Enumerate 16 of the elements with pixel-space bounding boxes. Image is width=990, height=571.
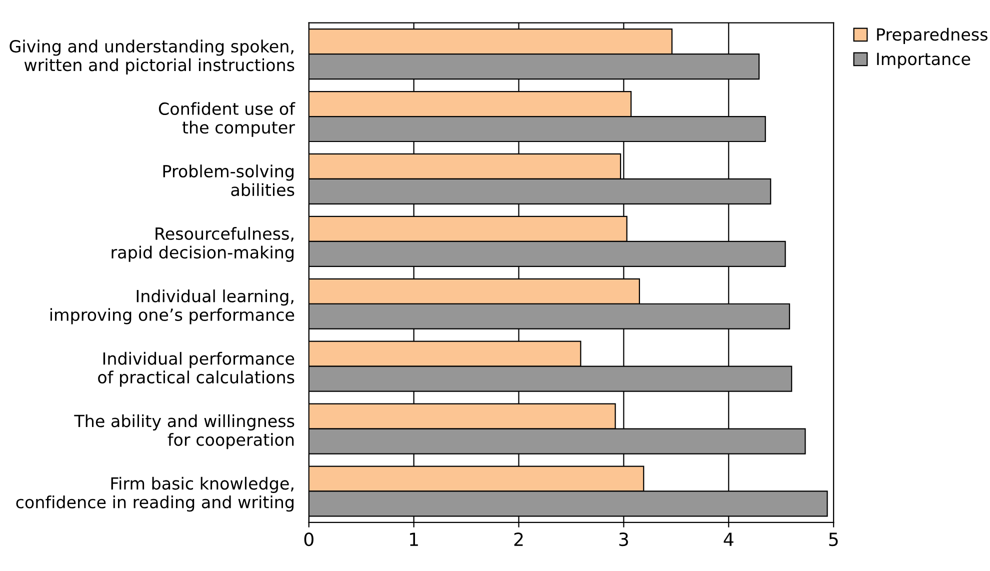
legend-label: Importance	[877, 52, 970, 68]
x-tick-label: 0	[304, 532, 314, 546]
y-tick-label: Individual learning, improving one’s performance	[50, 289, 294, 324]
y-tick-label: Confident use of the computer	[158, 102, 296, 137]
x-tick-label: 4	[724, 532, 734, 546]
y-tick-label: Resourcefulness, rapid decision-making	[112, 227, 294, 262]
y-tick-label: Problem-solving abilities	[163, 164, 294, 196]
x-tick-label: 2	[514, 532, 523, 546]
x-tick-label: 1	[410, 532, 418, 546]
x-tick-label: 5	[829, 532, 838, 546]
y-tick-label: Firm basic knowledge, confidence in reading and writing	[16, 476, 294, 512]
x-tick-label: 3	[619, 532, 628, 546]
y-tick-label: Giving and understanding spoken, written and pictorial instructions	[10, 40, 294, 74]
y-tick-label: The ability and willingness for cooperation	[74, 414, 294, 450]
y-tick-label: Individual performance of practical calculations	[98, 352, 294, 387]
legend-label: Preparedness	[877, 28, 988, 44]
